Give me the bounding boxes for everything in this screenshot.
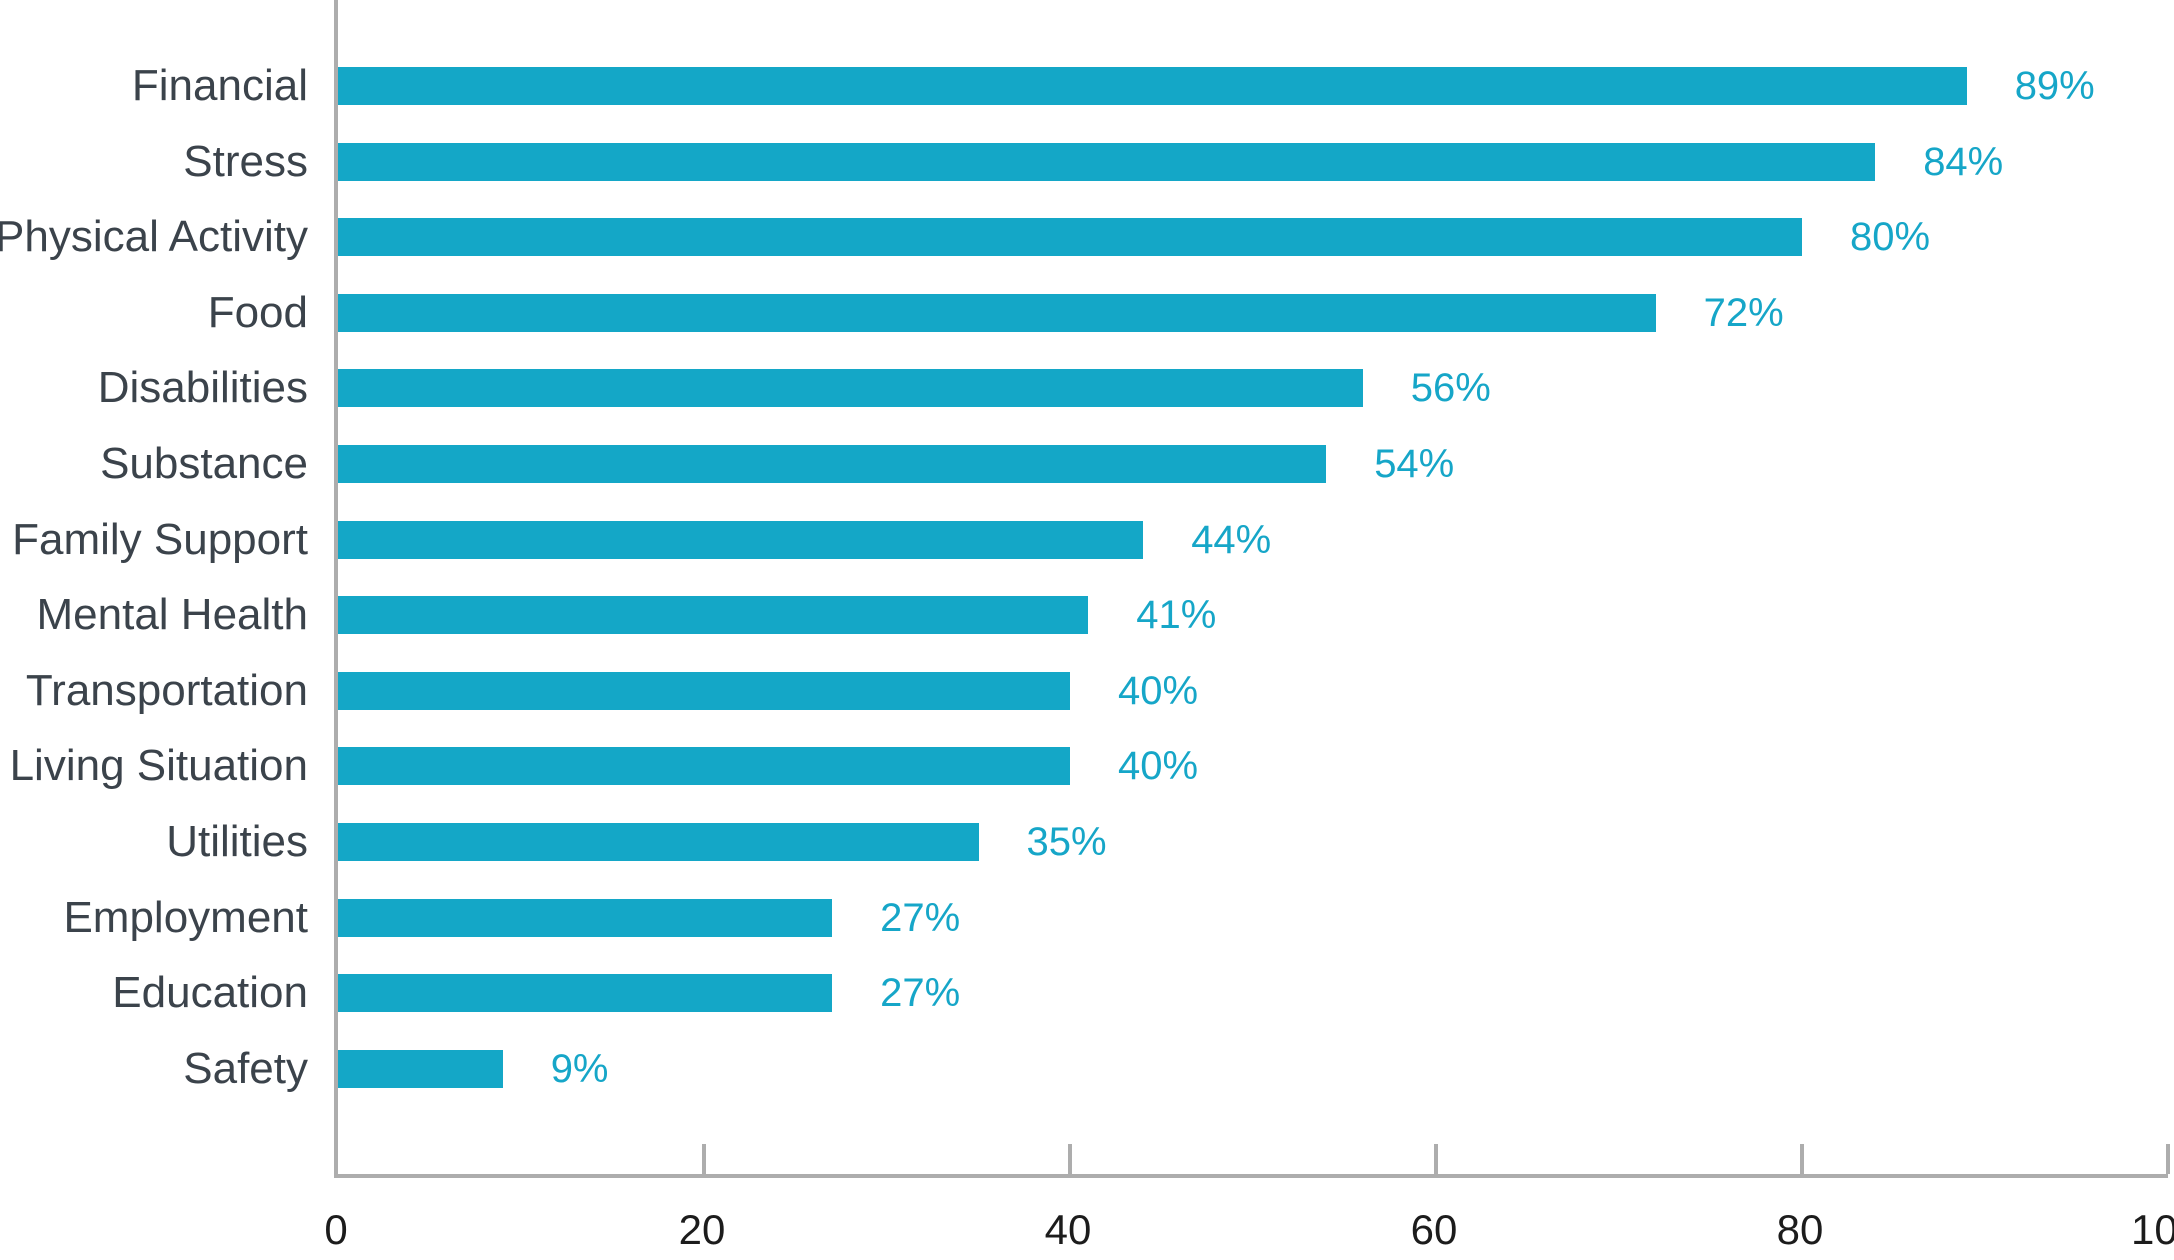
category-label: Utilities bbox=[166, 817, 308, 866]
category-labels: Financial Stress Physical Activity Food Disa… bbox=[0, 0, 334, 1178]
x-axis-tick-label: 80 bbox=[1776, 1206, 1824, 1253]
category-label: Family Support bbox=[12, 514, 308, 564]
bar bbox=[338, 671, 1070, 710]
bar bbox=[338, 596, 1089, 635]
x-axis-tick bbox=[702, 1144, 706, 1174]
bar bbox=[338, 974, 833, 1013]
bar bbox=[338, 898, 833, 937]
category-label: Substance bbox=[100, 439, 308, 488]
bar bbox=[338, 293, 1656, 332]
value-label: 27% bbox=[880, 895, 961, 940]
value-label: 41% bbox=[1136, 593, 1217, 638]
x-axis-tick-label: 0 bbox=[324, 1206, 348, 1253]
x-axis-tick-label: 60 bbox=[1410, 1206, 1458, 1253]
bar bbox=[338, 445, 1327, 483]
category-label: Safety bbox=[183, 1043, 308, 1093]
bar bbox=[338, 218, 1802, 257]
x-axis-tick bbox=[1434, 1144, 1438, 1174]
bar bbox=[338, 369, 1363, 408]
x-axis-tick bbox=[1800, 1144, 1804, 1174]
value-label: 56% bbox=[1410, 366, 1491, 411]
category-label: Food bbox=[207, 287, 308, 337]
bar bbox=[338, 823, 979, 861]
bar bbox=[338, 67, 1967, 105]
category-label: Living Situation bbox=[9, 741, 308, 791]
category-label: Employment bbox=[63, 892, 308, 942]
value-label: 9% bbox=[550, 1046, 609, 1091]
bar bbox=[338, 142, 1876, 181]
category-label: Education bbox=[112, 968, 308, 1018]
x-axis-tick-label: 100 bbox=[2130, 1206, 2174, 1253]
x-axis-tick-label: 40 bbox=[1044, 1206, 1092, 1253]
value-label: 44% bbox=[1191, 517, 1272, 562]
bar bbox=[338, 1049, 503, 1088]
category-label: Stress bbox=[183, 136, 308, 186]
value-label: 72% bbox=[1703, 290, 1784, 335]
value-label: 54% bbox=[1374, 442, 1455, 486]
category-label: Disabilities bbox=[97, 363, 308, 413]
bar bbox=[338, 520, 1144, 559]
category-label: Financial bbox=[131, 61, 308, 110]
plot-area: 89% 84% 80% 72% 56% 54% 44% 41% 40% 40% 35% 27% 27% 9… bbox=[334, 0, 2170, 1178]
category-label: Mental Health bbox=[36, 590, 308, 640]
value-label: 35% bbox=[1026, 820, 1107, 864]
value-label: 27% bbox=[880, 971, 961, 1016]
value-label: 89% bbox=[2014, 64, 2095, 108]
category-label: Physical Activity bbox=[0, 212, 308, 262]
x-axis-tick bbox=[2166, 1144, 2170, 1174]
value-label: 84% bbox=[1923, 139, 2004, 184]
x-axis-tick bbox=[1068, 1144, 1072, 1174]
category-label: Transportation bbox=[25, 665, 308, 715]
value-label: 80% bbox=[1850, 215, 1931, 260]
bar bbox=[338, 747, 1070, 786]
value-label: 40% bbox=[1118, 744, 1199, 789]
x-axis-tick-label: 20 bbox=[678, 1206, 726, 1253]
value-label: 40% bbox=[1118, 668, 1199, 713]
